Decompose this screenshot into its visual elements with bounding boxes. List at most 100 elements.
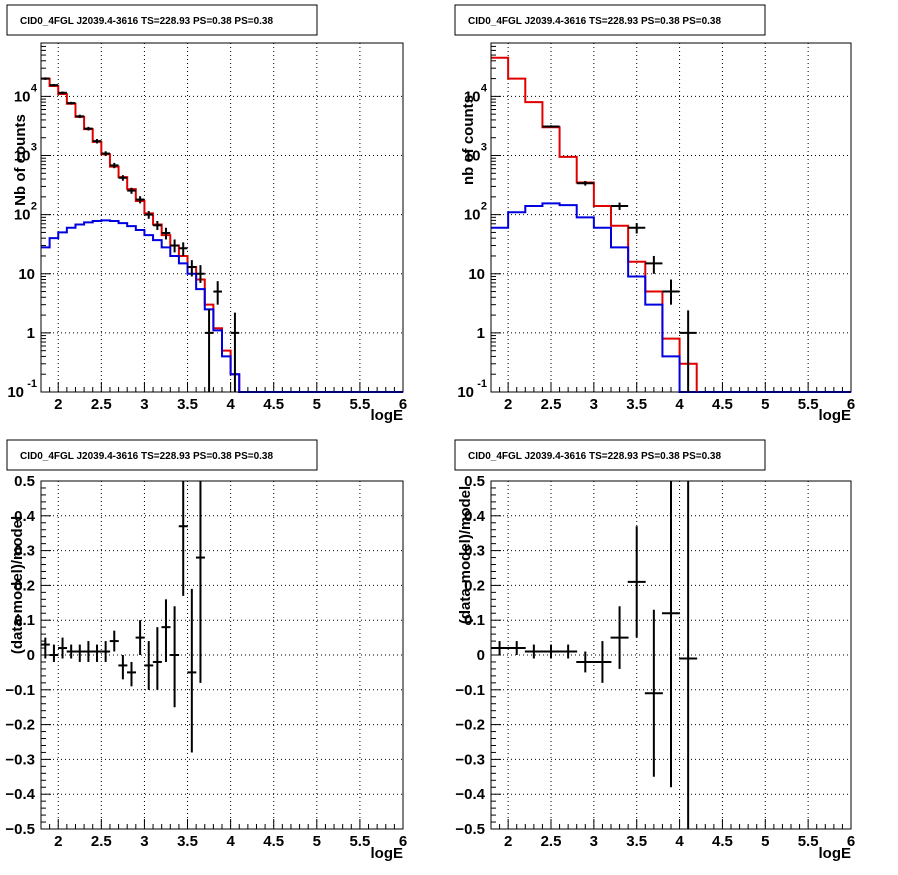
y-tick-label: 0.3	[464, 543, 485, 560]
y-tick-label: 0.5	[14, 473, 35, 490]
title-box	[454, 439, 766, 471]
y-tick-label: −0.1	[5, 682, 35, 699]
y-tick-label: 0.2	[464, 577, 485, 594]
y-tick-label: 0.3	[14, 543, 35, 560]
plot-area	[491, 43, 851, 392]
y-tick-label: 0.4	[464, 508, 486, 525]
title-box	[6, 439, 318, 471]
y-tick-label: −0.3	[5, 751, 35, 768]
y-tick-label: 10	[464, 148, 481, 165]
x-axis-label: logE	[819, 407, 852, 424]
x-axis-label: logE	[371, 407, 404, 424]
panel-title: CID0_4FGL J2039.4-3616 TS=228.93 PS=0.38…	[20, 16, 273, 27]
x-axis-label: logE	[371, 845, 404, 862]
y-tick-label-exponent: 3	[481, 142, 487, 154]
x-tick-label: 4	[675, 833, 684, 850]
x-tick-label: 3	[590, 833, 598, 850]
y-tick-label: 10	[464, 88, 481, 105]
panel-counts-right: CID0_4FGL J2039.4-3616 TS=228.93 PS=0.38…	[454, 4, 855, 424]
y-tick-label: −0.1	[455, 682, 485, 699]
x-tick-label: 3.5	[177, 833, 198, 850]
y-tick-label: −0.5	[5, 821, 35, 838]
title-box	[454, 4, 766, 36]
x-tick-label: 4	[675, 396, 684, 413]
y-axis-label: Nb of counts	[12, 114, 29, 206]
x-tick-label: 4.5	[263, 396, 284, 413]
panel-residuals-left: CID0_4FGL J2039.4-3616 TS=228.93 PS=0.38…	[5, 439, 407, 862]
x-tick-label: 4	[226, 833, 235, 850]
x-tick-label: 2	[54, 396, 62, 413]
x-tick-label: 5	[761, 396, 769, 413]
x-tick-label: 6	[399, 833, 407, 850]
y-tick-label: −0.4	[5, 786, 35, 803]
x-tick-label: 5.5	[798, 833, 819, 850]
x-tick-label: 4.5	[712, 833, 733, 850]
y-tick-label: 10	[468, 266, 485, 283]
y-tick-label-exponent: 4	[481, 82, 488, 94]
x-tick-label: 3.5	[177, 396, 198, 413]
x-tick-label: 5.5	[798, 396, 819, 413]
panel-counts-left: CID0_4FGL J2039.4-3616 TS=228.93 PS=0.38…	[6, 4, 407, 424]
y-tick-label: 0.4	[14, 508, 36, 525]
x-tick-label: 2.5	[91, 833, 112, 850]
panel-title: CID0_4FGL J2039.4-3616 TS=228.93 PS=0.38…	[468, 451, 721, 462]
y-tick-label-exponent: -1	[477, 378, 487, 390]
x-tick-label: 3.5	[626, 833, 647, 850]
x-tick-label: 5	[313, 833, 321, 850]
x-tick-label: 4	[226, 396, 235, 413]
x-tick-label: 4.5	[712, 396, 733, 413]
y-tick-label: −0.4	[455, 786, 485, 803]
x-tick-label: 5	[761, 833, 769, 850]
y-tick-label: 0.2	[14, 577, 35, 594]
x-tick-label: 2.5	[541, 396, 562, 413]
y-tick-label-exponent: -1	[27, 378, 37, 390]
plot-frame	[490, 42, 852, 393]
title-box	[6, 4, 318, 36]
y-tick-label-exponent: 3	[31, 142, 37, 154]
y-tick-label-exponent: 4	[31, 82, 38, 94]
y-tick-label: −0.2	[455, 717, 485, 734]
x-tick-label: 5.5	[349, 833, 370, 850]
y-tick-label: 10	[457, 384, 474, 401]
plot-frame	[40, 42, 404, 393]
y-tick-label: 1	[477, 325, 485, 342]
y-tick-label-exponent: 2	[481, 201, 487, 213]
y-tick-label: −0.5	[455, 821, 485, 838]
plot-frame	[490, 480, 852, 830]
y-tick-label: 10	[464, 207, 481, 224]
plot-frame	[40, 480, 404, 830]
x-tick-label: 2	[54, 833, 62, 850]
x-tick-label: 6	[399, 396, 407, 413]
y-tick-label: −0.2	[5, 717, 35, 734]
x-axis-label: logE	[819, 845, 852, 862]
x-tick-label: 5	[313, 396, 321, 413]
y-axis-label: (data-model)/model	[457, 486, 474, 624]
x-tick-label: 3	[140, 396, 148, 413]
y-tick-label: 10	[7, 384, 24, 401]
x-tick-label: 2	[504, 396, 512, 413]
y-tick-label: 0.1	[464, 612, 485, 629]
x-tick-label: 5.5	[349, 396, 370, 413]
panel-title: CID0_4FGL J2039.4-3616 TS=228.93 PS=0.38…	[20, 451, 273, 462]
x-tick-label: 6	[847, 833, 855, 850]
y-tick-label: 10	[14, 207, 31, 224]
y-tick-label: 10	[14, 148, 31, 165]
y-tick-label: 10	[18, 266, 35, 283]
x-tick-label: 2.5	[91, 396, 112, 413]
x-tick-label: 3	[140, 833, 148, 850]
x-tick-label: 2	[504, 833, 512, 850]
y-axis-label: nb of counts	[460, 95, 477, 185]
panel-residuals-right: CID0_4FGL J2039.4-3616 TS=228.93 PS=0.38…	[454, 439, 855, 862]
y-tick-label: 0	[477, 647, 485, 664]
y-tick-label-exponent: 2	[31, 201, 37, 213]
x-tick-label: 3.5	[626, 396, 647, 413]
panel-title: CID0_4FGL J2039.4-3616 TS=228.93 PS=0.38…	[468, 16, 721, 27]
y-axis-label: (data-model)/model	[9, 516, 26, 654]
y-tick-label: −0.3	[455, 751, 485, 768]
x-tick-label: 6	[847, 396, 855, 413]
y-tick-label: 1	[27, 325, 35, 342]
x-tick-label: 2.5	[541, 833, 562, 850]
y-tick-label: 0	[27, 647, 35, 664]
x-tick-label: 4.5	[263, 833, 284, 850]
